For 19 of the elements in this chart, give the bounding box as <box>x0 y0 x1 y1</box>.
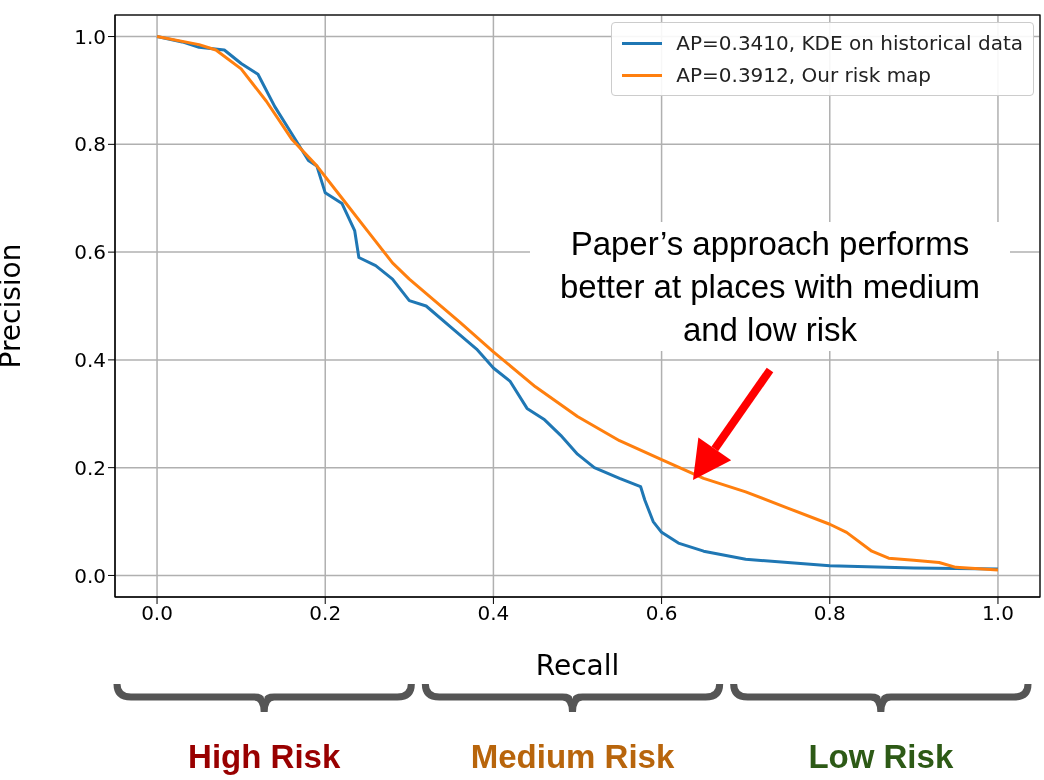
x-tick-label: 1.0 <box>982 601 1014 626</box>
x-tick-label: 0.8 <box>813 601 846 626</box>
x-axis-title: Recall <box>535 649 620 682</box>
legend-label: AP=0.3912, Our risk map <box>676 63 932 87</box>
y-tick-label: 0.0 <box>74 563 106 588</box>
x-tick-label: 0.6 <box>645 601 678 626</box>
y-tick-label: 1.0 <box>74 24 106 49</box>
y-tick-label: 0.4 <box>74 347 106 372</box>
x-tick-label: 0.2 <box>309 601 342 626</box>
x-tick-label: 0.0 <box>141 601 173 626</box>
y-tick-label: 0.2 <box>74 455 106 480</box>
legend-label: AP=0.3410, KDE on historical data <box>676 31 1023 55</box>
text: Medium Risk <box>469 738 676 776</box>
text: High Risk <box>187 738 342 776</box>
y-tick-label: 0.8 <box>74 132 106 157</box>
y-tick-label: 0.6 <box>74 240 106 265</box>
annotation: Paper’s approach performs better at places with medium and low risk <box>530 222 1010 351</box>
x-tick-label: 0.4 <box>477 601 510 626</box>
text: Low Risk <box>807 738 955 776</box>
